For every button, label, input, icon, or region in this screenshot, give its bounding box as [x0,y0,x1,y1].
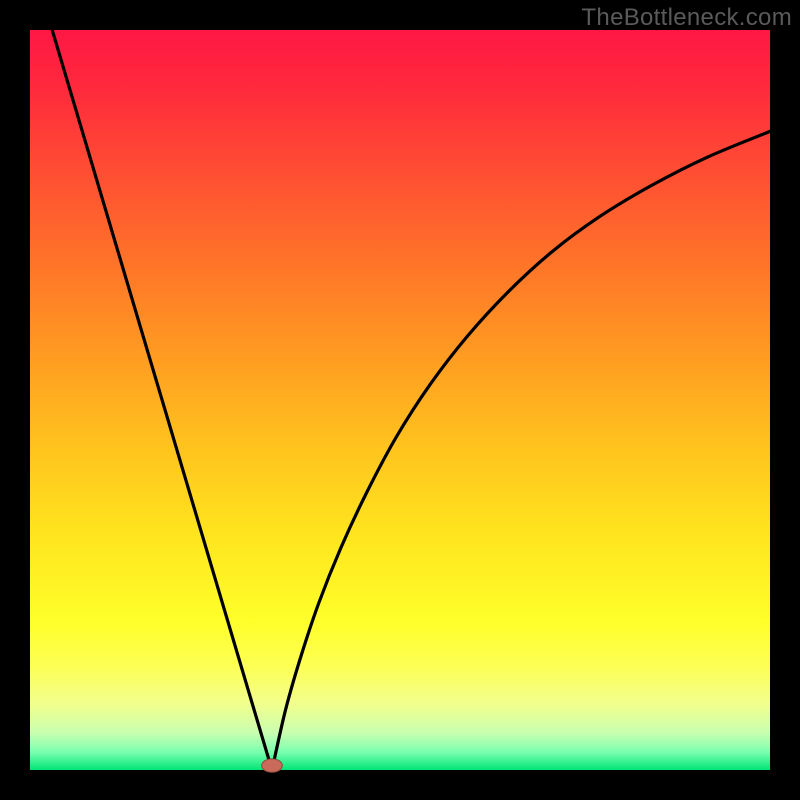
bottleneck-chart [0,0,800,800]
plot-background [30,30,770,770]
minimum-marker [262,759,283,772]
watermark-text: TheBottleneck.com [581,4,792,32]
chart-container: TheBottleneck.com [0,0,800,800]
